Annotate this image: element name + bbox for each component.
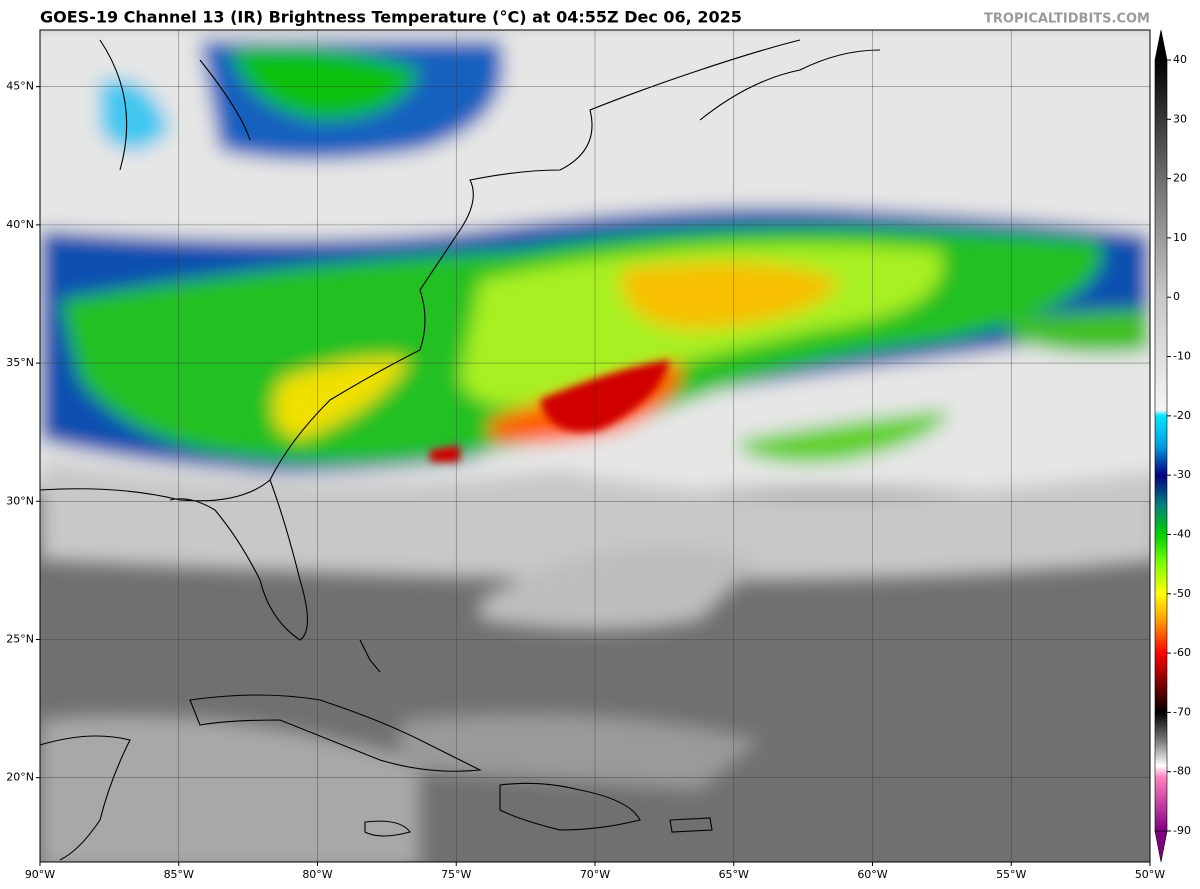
lat-tick-label: 30°N bbox=[6, 494, 34, 507]
lon-tick-label: 50°W bbox=[1135, 868, 1165, 881]
coastlines bbox=[40, 39, 881, 861]
title: GOES-19 Channel 13 (IR) Brightness Tempe… bbox=[40, 8, 742, 27]
colorbar-tick-label: -80 bbox=[1173, 765, 1191, 778]
lon-tick-label: 85°W bbox=[164, 868, 194, 881]
lon-tick-label: 55°W bbox=[996, 868, 1026, 881]
colorbar-tick-label: 20 bbox=[1173, 172, 1187, 185]
colorbar-tick-label: 0 bbox=[1173, 290, 1180, 303]
credit: TROPICALTIDBITS.COM bbox=[984, 12, 1150, 27]
lon-tick-label: 60°W bbox=[857, 868, 887, 881]
lon-tick-label: 80°W bbox=[302, 868, 332, 881]
satellite-image bbox=[40, 30, 1150, 862]
colorbar-tick-label: 30 bbox=[1173, 112, 1187, 125]
colorbar-tick-label: -30 bbox=[1173, 468, 1191, 481]
lon-tick-label: 70°W bbox=[580, 868, 610, 881]
lon-tick-label: 65°W bbox=[719, 868, 749, 881]
lat-tick-label: 45°N bbox=[6, 80, 34, 93]
colorbar-tick-label: -60 bbox=[1173, 646, 1191, 659]
lon-tick-label: 90°W bbox=[25, 868, 55, 881]
colorbar-tick-label: -50 bbox=[1173, 587, 1191, 600]
colorbar-tick-label: 40 bbox=[1173, 53, 1187, 66]
graticule bbox=[40, 30, 1150, 862]
colorbar-extend-bottom bbox=[1154, 830, 1168, 863]
lon-tick-label: 75°W bbox=[441, 868, 471, 881]
lat-tick-label: 40°N bbox=[6, 218, 34, 231]
colorbar-tick-label: -90 bbox=[1173, 824, 1191, 837]
lat-tick-label: 35°N bbox=[6, 356, 34, 369]
colorbar-tick-label: 10 bbox=[1173, 231, 1187, 244]
colorbar-tick-label: -20 bbox=[1173, 409, 1191, 422]
lat-tick-label: 20°N bbox=[6, 771, 34, 784]
lat-tick-label: 25°N bbox=[6, 632, 34, 645]
colorbar-tick-label: -40 bbox=[1173, 527, 1191, 540]
colorbar-body bbox=[1154, 59, 1168, 832]
colorbar-tick-label: -70 bbox=[1173, 705, 1191, 718]
colorbar: 40 30 20 10 0 -10 -20 -30 -40 -50 -60 -70 -80 -90 bbox=[1154, 29, 1191, 863]
colorbar-tick-label: -10 bbox=[1173, 350, 1191, 363]
colorbar-extend-top bbox=[1154, 29, 1168, 61]
